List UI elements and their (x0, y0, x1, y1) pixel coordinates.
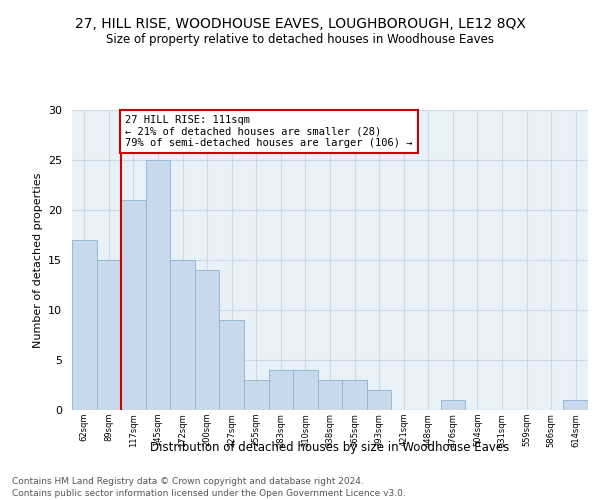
Bar (440, 400, 465, 410)
Bar (563, 400, 588, 410)
Bar (121, 200, 146, 410)
Text: 27 HILL RISE: 111sqm
← 21% of detached houses are smaller (28)
79% of semi-detac: 27 HILL RISE: 111sqm ← 21% of detached h… (125, 115, 412, 148)
Text: Contains HM Land Registry data © Crown copyright and database right 2024.: Contains HM Land Registry data © Crown c… (12, 478, 364, 486)
Bar (293, 370, 318, 410)
Bar (244, 380, 269, 410)
Bar (367, 390, 391, 410)
Bar (342, 380, 367, 410)
Bar (72, 240, 97, 410)
Bar (318, 380, 342, 410)
Text: Distribution of detached houses by size in Woodhouse Eaves: Distribution of detached houses by size … (151, 441, 509, 454)
Bar (146, 160, 170, 410)
Y-axis label: Number of detached properties: Number of detached properties (32, 172, 43, 348)
Bar (97, 260, 121, 410)
Bar (220, 320, 244, 410)
Text: Size of property relative to detached houses in Woodhouse Eaves: Size of property relative to detached ho… (106, 32, 494, 46)
Bar (170, 260, 195, 410)
Bar (195, 270, 220, 410)
Text: 27, HILL RISE, WOODHOUSE EAVES, LOUGHBOROUGH, LE12 8QX: 27, HILL RISE, WOODHOUSE EAVES, LOUGHBOR… (74, 18, 526, 32)
Bar (269, 370, 293, 410)
Text: Contains public sector information licensed under the Open Government Licence v3: Contains public sector information licen… (12, 489, 406, 498)
